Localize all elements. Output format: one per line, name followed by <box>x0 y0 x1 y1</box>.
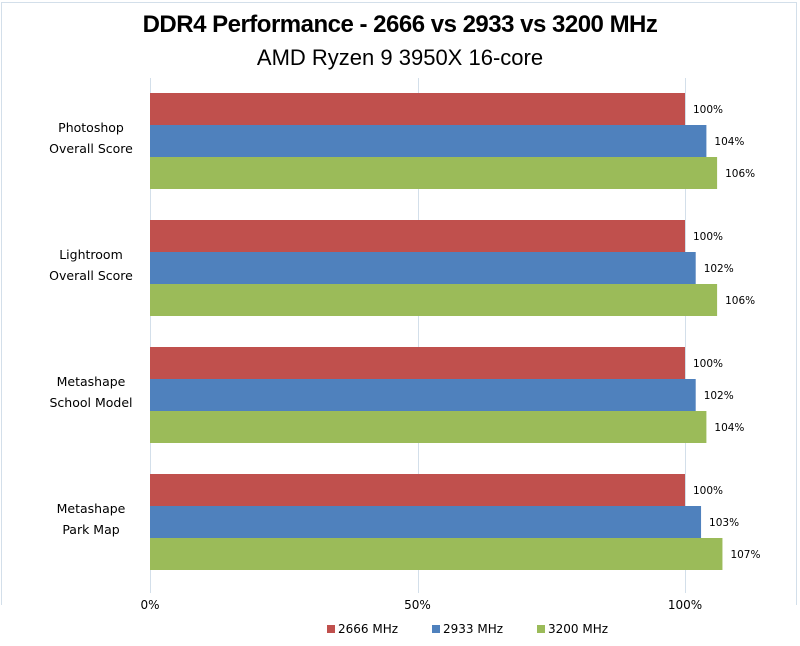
legend-item: 3200 MHz <box>537 622 608 636</box>
x-tick-labels: 0% 50% 100% <box>140 598 702 612</box>
value-label: 102% <box>704 390 734 402</box>
legend-label: 2933 MHz <box>443 622 504 636</box>
bar-3200-mhz <box>150 284 718 316</box>
bar-2933-mhz <box>150 506 702 538</box>
chart-title: DDR4 Performance - 2666 vs 2933 vs 3200 … <box>142 11 658 38</box>
value-label: 107% <box>730 549 760 561</box>
legend-label: 3200 MHz <box>548 622 609 636</box>
x-tick-label: 100% <box>668 598 702 612</box>
legend-label: 2666 MHz <box>338 622 399 636</box>
bar-3200-mhz <box>150 538 723 570</box>
category-label: Metashape <box>57 374 126 389</box>
value-label: 103% <box>709 517 739 529</box>
value-label: 104% <box>714 136 744 148</box>
category-label: Overall Score <box>49 141 133 156</box>
category-label: Metashape <box>57 501 126 516</box>
x-tick-label: 50% <box>404 598 431 612</box>
category-labels: Photoshop Overall Score Lightroom Overall S… <box>49 120 133 537</box>
bar-2666-mhz <box>150 474 685 506</box>
bar-2933-mhz <box>150 379 696 411</box>
legend: 2666 MHz 2933 MHz 3200 MHz <box>0 622 800 640</box>
bar-2666-mhz <box>150 220 685 252</box>
chart-frame <box>1 2 797 605</box>
value-label: 100% <box>693 485 723 497</box>
bar-3200-mhz <box>150 411 707 443</box>
value-label: 100% <box>693 358 723 370</box>
value-labels: 100% 104% 106% 100% 102% 106% 100% 102% 104% 100%… <box>693 104 760 561</box>
bar-3200-mhz <box>150 157 718 189</box>
legend-item: 2933 MHz <box>432 622 503 636</box>
category-label: Overall Score <box>49 268 133 283</box>
legend-swatch <box>537 625 545 633</box>
value-label: 104% <box>714 422 744 434</box>
x-tick-label: 0% <box>140 598 159 612</box>
bars <box>150 93 723 570</box>
value-label: 102% <box>704 263 734 275</box>
value-label: 100% <box>693 231 723 243</box>
bar-2933-mhz <box>150 252 696 284</box>
value-label: 106% <box>725 295 755 307</box>
category-label: School Model <box>49 395 132 410</box>
bar-2933-mhz <box>150 125 707 157</box>
bar-2666-mhz <box>150 347 685 379</box>
bar-2666-mhz <box>150 93 685 125</box>
legend-swatch <box>327 625 335 633</box>
category-label: Photoshop <box>58 120 124 135</box>
value-label: 106% <box>725 168 755 180</box>
chart-subtitle: AMD Ryzen 9 3950X 16-core <box>256 45 544 70</box>
legend-swatch <box>432 625 440 633</box>
legend-item: 2666 MHz <box>327 622 398 636</box>
value-label: 100% <box>693 104 723 116</box>
category-label: Lightroom <box>59 247 123 262</box>
category-label: Park Map <box>62 522 119 537</box>
